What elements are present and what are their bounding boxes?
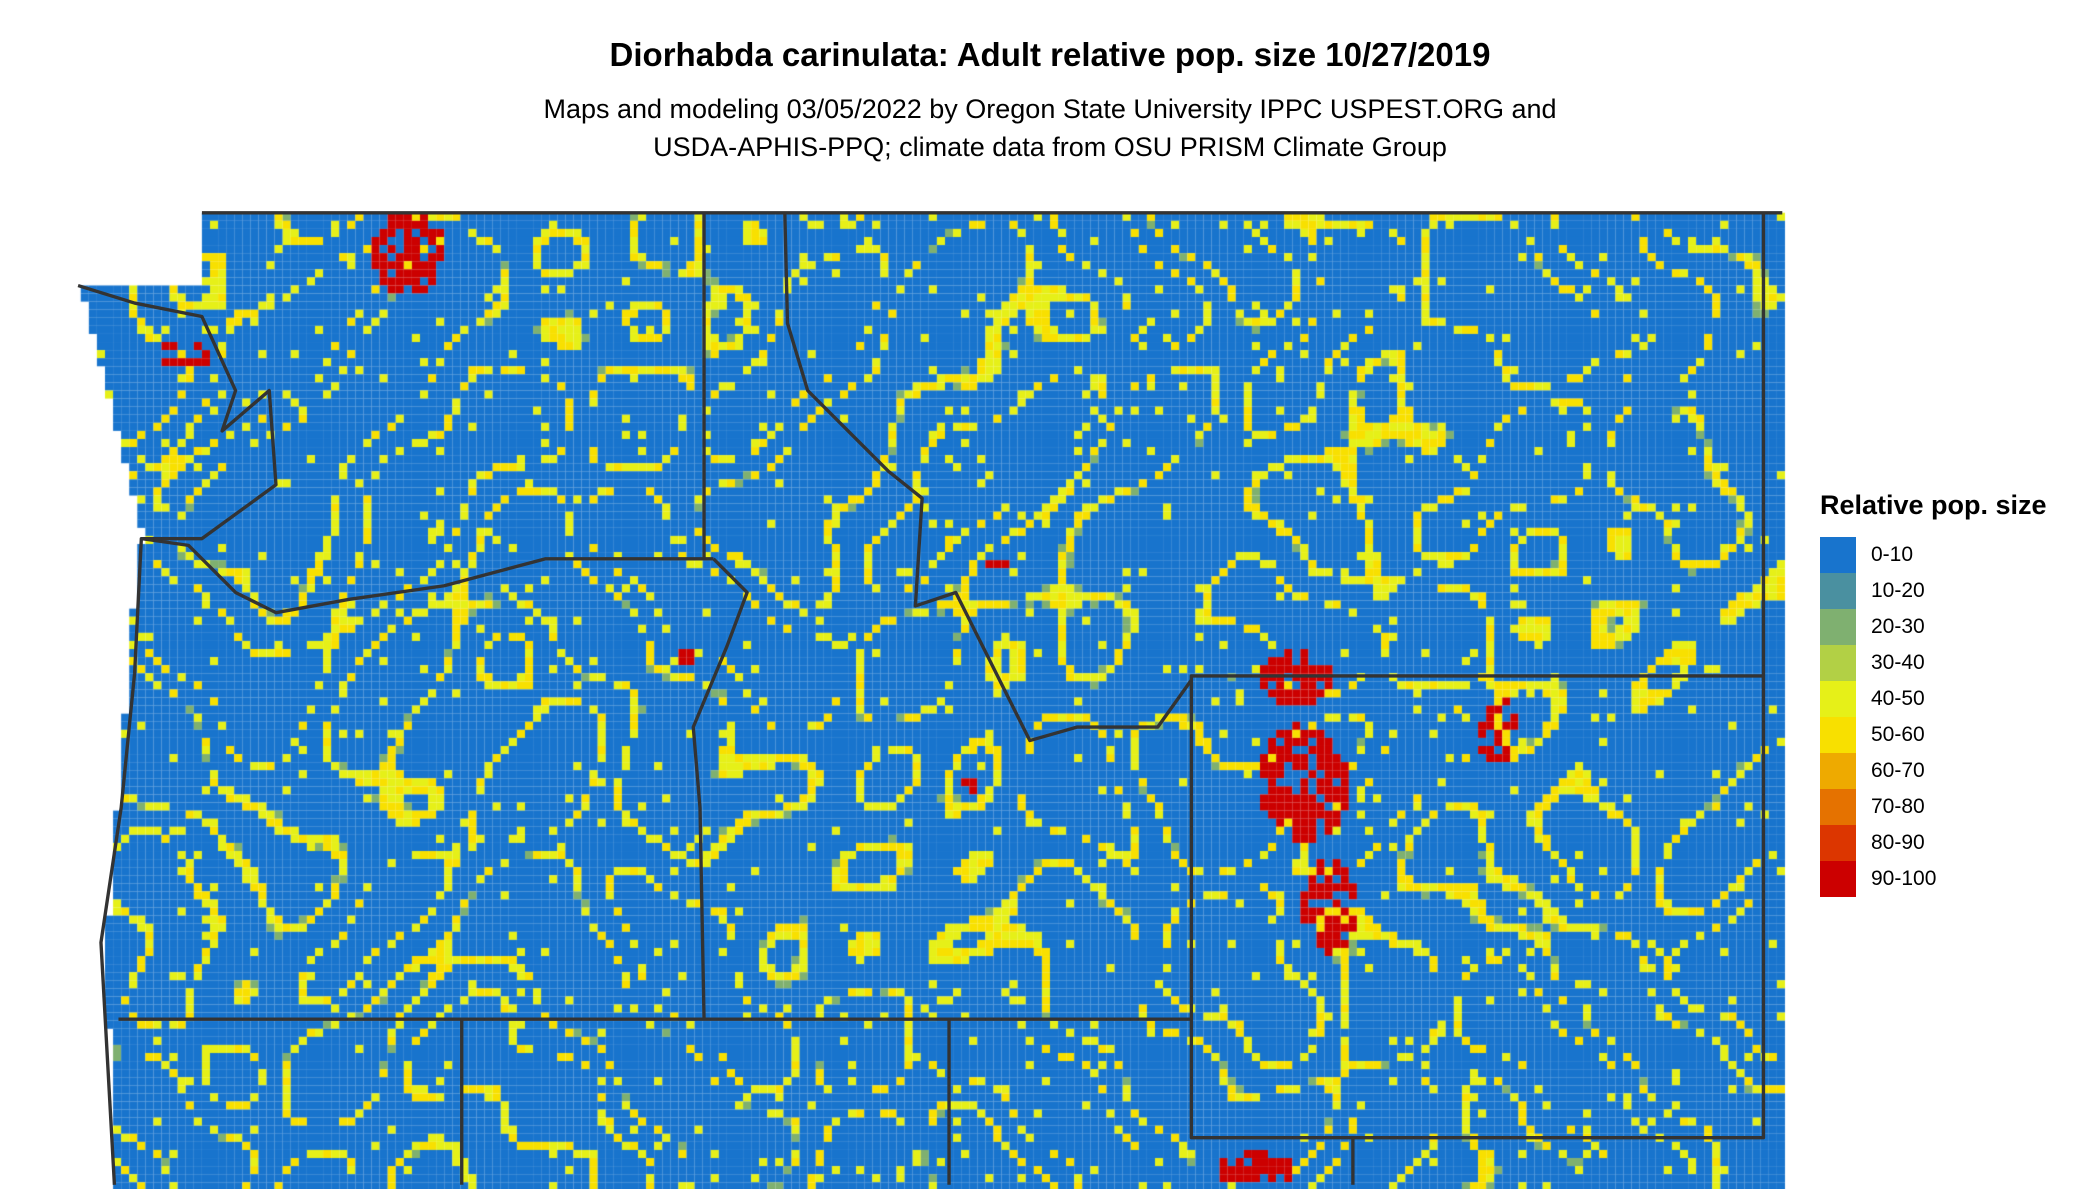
legend-swatch <box>1820 861 1856 897</box>
or-id-border <box>691 557 749 1020</box>
legend-swatch <box>1820 681 1856 717</box>
legend-label: 80-90 <box>1871 831 1925 854</box>
wa-or-border <box>141 536 714 615</box>
map-title: Diorhabda carinulata: Adult relative pop… <box>609 36 1491 73</box>
legend-item: 30-40 <box>1820 645 2047 681</box>
legend-label: 10-20 <box>1871 579 1925 602</box>
wyoming-border <box>1189 674 1766 1140</box>
legend: Relative pop. size 0-10 10-20 20-30 30-40 40… <box>1820 490 2047 897</box>
legend-swatch <box>1820 537 1856 573</box>
legend-swatch <box>1820 573 1856 609</box>
legend-swatch <box>1820 753 1856 789</box>
legend-label: 30-40 <box>1871 651 1925 674</box>
legend-swatch <box>1820 825 1856 861</box>
legend-label: 0-10 <box>1871 543 1914 566</box>
legend-label: 90-100 <box>1871 867 1937 890</box>
legend-label: 50-60 <box>1871 723 1925 746</box>
legend-swatch <box>1820 645 1856 681</box>
map-subtitle-line-2: USDA-APHIS-PPQ; climate data from OSU PR… <box>653 132 1447 162</box>
legend-title: Relative pop. size <box>1820 490 2047 520</box>
id-mt-border <box>783 212 1193 743</box>
legend-item: 10-20 <box>1820 573 2047 609</box>
legend-label: 20-30 <box>1871 615 1925 638</box>
legend-label: 70-80 <box>1871 795 1925 818</box>
map-subtitle-line-1: Maps and modeling 03/05/2022 by Oregon S… <box>543 94 1557 124</box>
legend-item: 0-10 <box>1820 537 2047 573</box>
legend-item: 80-90 <box>1820 825 2047 861</box>
legend-item: 90-100 <box>1820 861 2047 897</box>
legend-swatch <box>1820 717 1856 753</box>
legend-swatch <box>1820 609 1856 645</box>
legend-item: 40-50 <box>1820 681 2047 717</box>
legend-swatch <box>1820 789 1856 825</box>
coastline <box>77 283 278 1185</box>
legend-item: 50-60 <box>1820 717 2047 753</box>
legend-label: 60-70 <box>1871 759 1925 782</box>
legend-label: 40-50 <box>1871 687 1925 710</box>
legend-item: 60-70 <box>1820 753 2047 789</box>
legend-item: 70-80 <box>1820 789 2047 825</box>
legend-item: 20-30 <box>1820 609 2047 645</box>
